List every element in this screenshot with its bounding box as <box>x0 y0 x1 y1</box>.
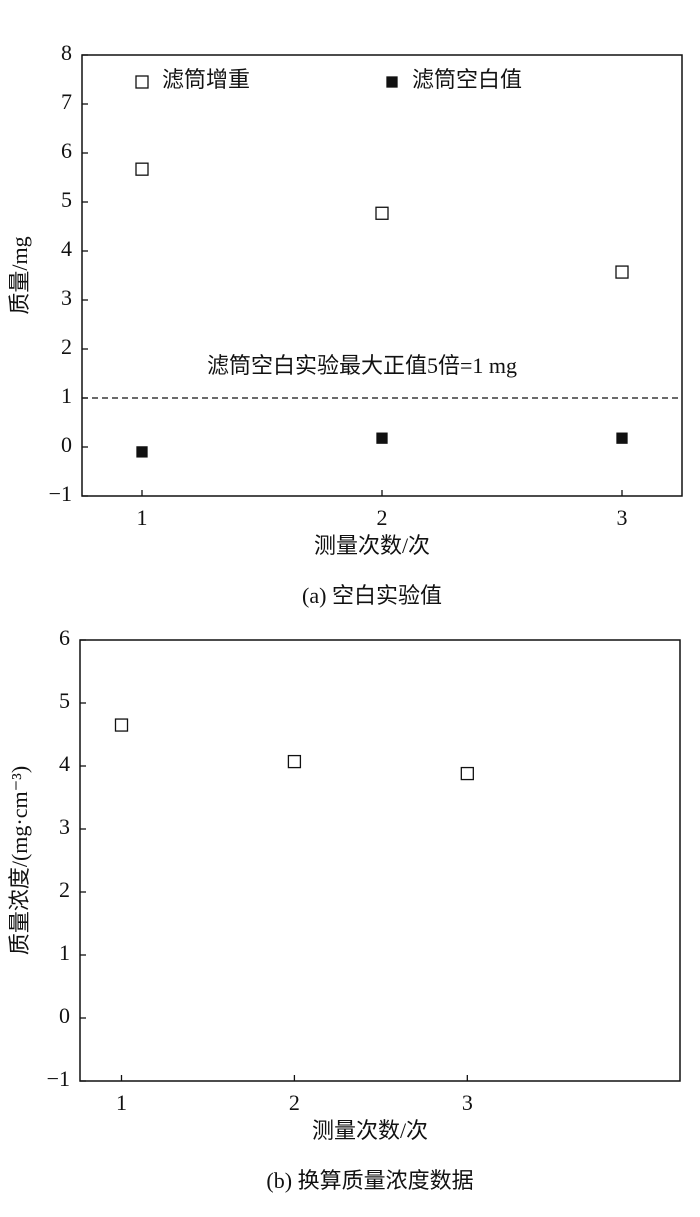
y-tick-label: 4 <box>61 236 72 261</box>
x-axis-label: 测量次数/次 <box>314 533 430 558</box>
reference-label: 滤筒空白实验最大正值5倍=1 mg <box>207 353 517 378</box>
y-tick-label: 3 <box>61 285 72 310</box>
y-tick-label: 2 <box>61 334 72 359</box>
legend-marker <box>135 75 149 89</box>
y-axis-label: 质量浓度/(mg·cm⁻³) <box>7 766 32 955</box>
y-tick-label: 0 <box>61 432 72 457</box>
data-point <box>375 206 389 220</box>
data-point <box>287 754 302 769</box>
y-tick-label: 6 <box>61 138 72 163</box>
y-tick-label: 0 <box>59 1003 70 1028</box>
y-tick-label: 2 <box>59 877 70 902</box>
x-axis-label: 测量次数/次 <box>312 1118 428 1143</box>
y-tick-label: −1 <box>47 1066 70 1091</box>
y-tick-label: 4 <box>59 751 70 776</box>
caption: (b) 换算质量浓度数据 <box>266 1168 473 1193</box>
data-point <box>616 432 628 444</box>
y-tick-label: 1 <box>59 940 70 965</box>
y-tick-label: 5 <box>59 688 70 713</box>
caption: (a) 空白实验值 <box>302 583 442 608</box>
legend-label: 滤筒增重 <box>162 67 250 92</box>
data-point <box>460 766 474 781</box>
y-tick-label: 7 <box>61 89 72 114</box>
data-point <box>615 265 629 279</box>
x-tick-label: 2 <box>377 505 388 530</box>
y-tick-label: 6 <box>59 625 70 650</box>
y-tick-label: 3 <box>59 814 70 839</box>
plot-frame <box>79 639 681 1082</box>
y-axis-label: 质量/mg <box>7 236 32 314</box>
y-tick-label: −1 <box>49 481 72 506</box>
data-point <box>135 162 149 176</box>
x-tick-label: 3 <box>462 1090 473 1115</box>
legend-marker <box>386 76 398 88</box>
data-point <box>136 446 148 458</box>
y-tick-label: 5 <box>61 187 72 212</box>
y-tick-label: 8 <box>61 40 72 65</box>
y-tick-label: 1 <box>61 383 72 408</box>
legend-label: 滤筒空白值 <box>412 67 522 92</box>
data-point <box>376 432 388 444</box>
data-point <box>114 718 129 732</box>
x-tick-label: 1 <box>116 1090 127 1115</box>
x-tick-label: 2 <box>289 1090 300 1115</box>
x-tick-label: 1 <box>137 505 148 530</box>
x-tick-label: 3 <box>617 505 628 530</box>
plot-frame <box>81 54 683 497</box>
